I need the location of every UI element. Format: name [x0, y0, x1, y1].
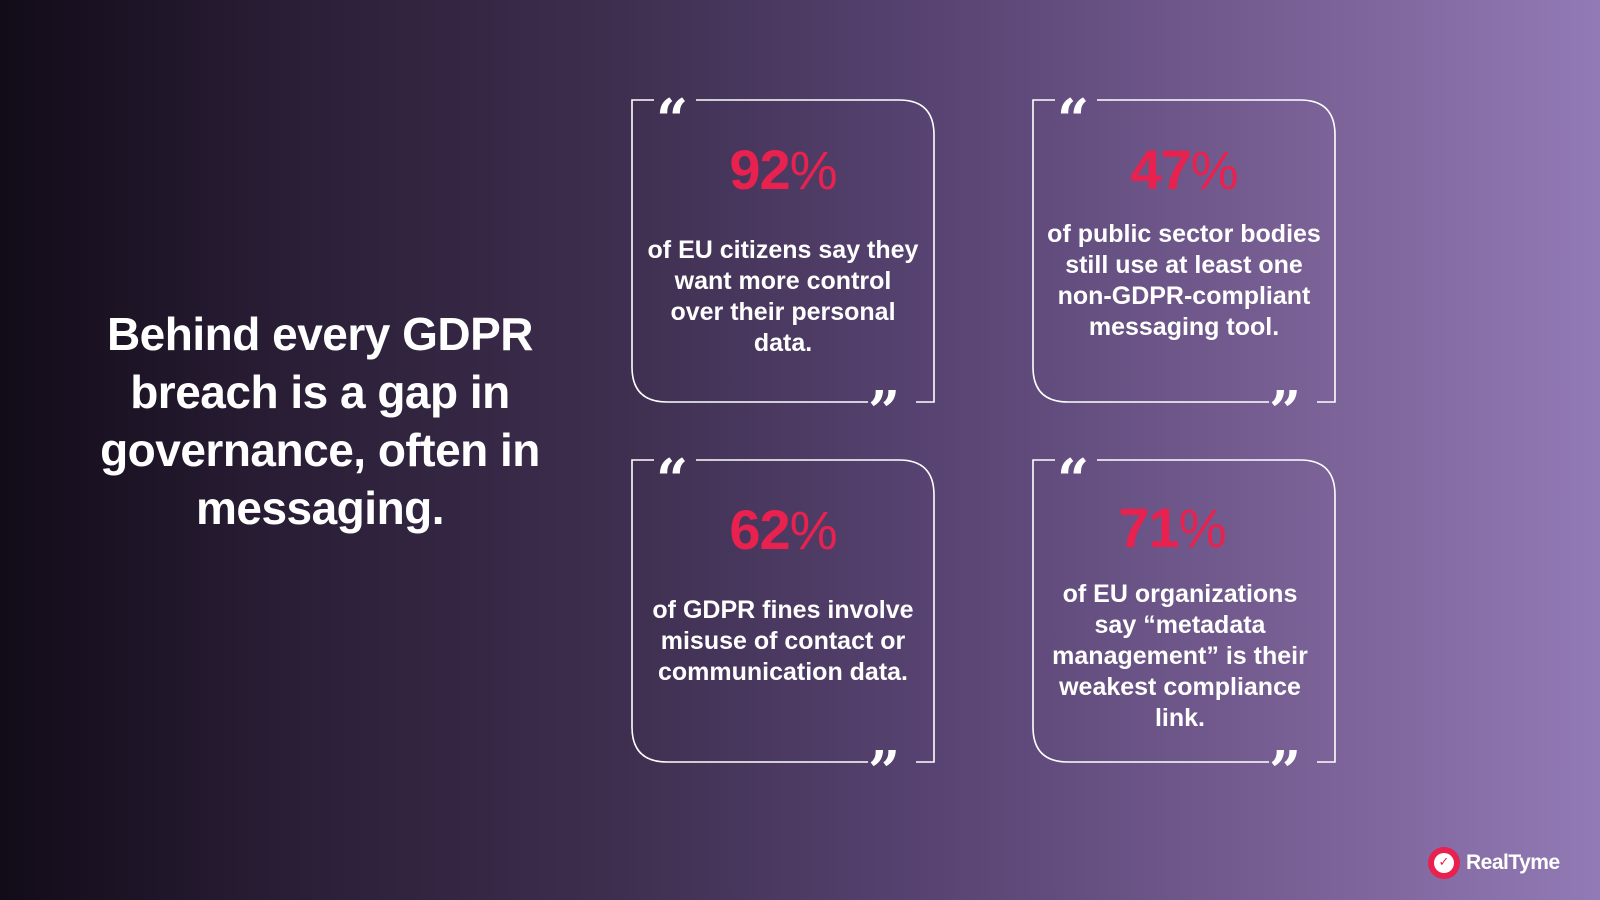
stat-value: 62% — [632, 498, 934, 562]
stat-card-metadata: “ ” 71% of EU organizations say “metadat… — [1032, 452, 1336, 800]
close-quote-icon: ” — [1269, 379, 1301, 445]
stat-card-eu-citizens: “ ” 92% of EU citizens say they want mor… — [631, 92, 935, 440]
card-frame — [631, 99, 935, 403]
stat-description: of GDPR fines involve misuse of contact … — [652, 596, 914, 686]
card-frame — [1032, 459, 1336, 763]
stat-percent: % — [1190, 141, 1239, 201]
stat-value: 71% — [1021, 496, 1323, 560]
brand-logo: ✓ RealTyme — [1428, 846, 1560, 880]
card-frame — [1032, 99, 1336, 403]
stat-card-public-sector: “ ” 47% of public sector bodies still us… — [1032, 92, 1336, 440]
close-quote-icon: ” — [868, 379, 900, 445]
close-quote-icon: ” — [868, 739, 900, 805]
stat-card-gdpr-fines: “ ” 62% of GDPR fines involve misuse of … — [631, 452, 935, 800]
stat-description: of EU organizations say “metadata manage… — [1052, 580, 1308, 732]
brand-name: RealTyme — [1466, 851, 1560, 874]
stat-number: 71 — [1118, 496, 1179, 559]
stat-description: of EU citizens say they want more contro… — [647, 236, 919, 357]
stat-percent: % — [789, 501, 838, 561]
headline: Behind every GDPR breach is a gap in gov… — [100, 308, 540, 534]
realtyme-logo-icon: ✓ — [1428, 847, 1460, 879]
stat-number: 47 — [1130, 138, 1191, 201]
stat-value: 47% — [1033, 138, 1335, 202]
stat-number: 62 — [729, 498, 790, 561]
stat-percent: % — [1178, 499, 1227, 559]
stat-description: of public sector bodies still use at lea… — [1047, 220, 1321, 341]
card-frame — [631, 459, 935, 763]
stat-value: 92% — [632, 138, 934, 202]
stat-percent: % — [789, 141, 838, 201]
stat-number: 92 — [729, 138, 790, 201]
close-quote-icon: ” — [1269, 739, 1301, 805]
